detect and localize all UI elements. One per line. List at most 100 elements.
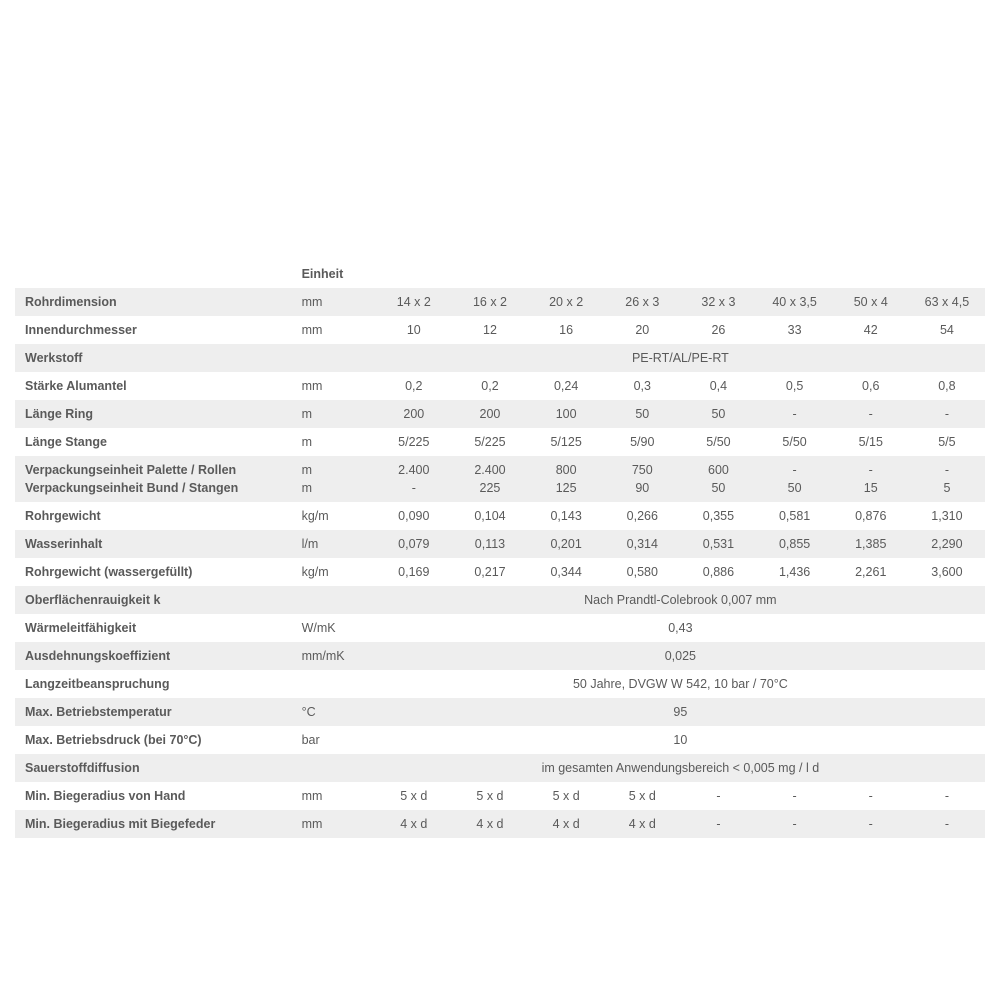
row-cell: 0,3 <box>604 372 680 400</box>
row-cell: - <box>909 456 985 479</box>
row-cell: 0,4 <box>680 372 756 400</box>
row-unit: m <box>296 428 376 456</box>
row-cell: 0,5 <box>757 372 833 400</box>
row-cell: 0,355 <box>680 502 756 530</box>
row-cell: 16 x 2 <box>452 288 528 316</box>
row-cell: 5 <box>909 479 985 502</box>
table-row: Stärke Alumantelmm0,20,20,240,30,40,50,6… <box>15 372 985 400</box>
row-cell: - <box>757 400 833 428</box>
row-cell: 26 x 3 <box>604 288 680 316</box>
row-unit: mm <box>296 810 376 838</box>
row-cell: 125 <box>528 479 604 502</box>
table-row: WärmeleitfähigkeitW/mK0,43 <box>15 614 985 642</box>
row-span-value: 50 Jahre, DVGW W 542, 10 bar / 70°C <box>376 670 985 698</box>
row-label: Wärmeleitfähigkeit <box>15 614 296 642</box>
row-label: Stärke Alumantel <box>15 372 296 400</box>
row-cell: 54 <box>909 316 985 344</box>
row-cell: - <box>680 810 756 838</box>
row-label: Min. Biegeradius mit Biegefeder <box>15 810 296 838</box>
row-cell: 0,314 <box>604 530 680 558</box>
row-unit: mm <box>296 782 376 810</box>
row-cell: 20 <box>604 316 680 344</box>
row-label: Rohrgewicht <box>15 502 296 530</box>
row-cell: 50 x 4 <box>833 288 909 316</box>
row-cell: 2,261 <box>833 558 909 586</box>
row-cell: 40 x 3,5 <box>757 288 833 316</box>
row-cell: 2.400 <box>376 456 452 479</box>
row-cell: 800 <box>528 456 604 479</box>
table-row: Verpackungseinheit Bund / Stangenm-22512… <box>15 479 985 502</box>
row-label: Werkstoff <box>15 344 296 372</box>
row-span-value: Nach Prandtl-Colebrook 0,007 mm <box>376 586 985 614</box>
row-label: Min. Biegeradius von Hand <box>15 782 296 810</box>
header-spacer <box>15 260 296 288</box>
row-cell: 50 <box>604 400 680 428</box>
row-cell: 0,143 <box>528 502 604 530</box>
row-cell: 5 x d <box>604 782 680 810</box>
row-label: Max. Betriebsdruck (bei 70°C) <box>15 726 296 754</box>
row-cell: - <box>376 479 452 502</box>
row-cell: - <box>757 810 833 838</box>
row-label: Innendurchmesser <box>15 316 296 344</box>
row-cell: 5/225 <box>452 428 528 456</box>
row-cell: 0,876 <box>833 502 909 530</box>
table-row: WerkstoffPE-RT/AL/PE-RT <box>15 344 985 372</box>
row-span-value: 0,43 <box>376 614 985 642</box>
row-cell: 3,600 <box>909 558 985 586</box>
row-label: Länge Ring <box>15 400 296 428</box>
row-cell: - <box>833 400 909 428</box>
row-cell: 4 x d <box>452 810 528 838</box>
row-unit: kg/m <box>296 558 376 586</box>
row-cell: 0,344 <box>528 558 604 586</box>
row-span-value: im gesamten Anwendungsbereich < 0,005 mg… <box>376 754 985 782</box>
row-cell: 0,855 <box>757 530 833 558</box>
row-cell: 5/50 <box>757 428 833 456</box>
table-row: Wasserinhaltl/m0,0790,1130,2010,3140,531… <box>15 530 985 558</box>
row-cell: - <box>909 782 985 810</box>
row-cell: 90 <box>604 479 680 502</box>
row-cell: 1,385 <box>833 530 909 558</box>
row-cell: 4 x d <box>528 810 604 838</box>
row-cell: 5/5 <box>909 428 985 456</box>
row-cell: 42 <box>833 316 909 344</box>
row-cell: 4 x d <box>604 810 680 838</box>
row-cell: - <box>909 810 985 838</box>
table-row: Min. Biegeradius mit Biegefedermm4 x d4 … <box>15 810 985 838</box>
table-row: Rohrdimensionmm14 x 216 x 220 x 226 x 33… <box>15 288 985 316</box>
row-cell: 0,090 <box>376 502 452 530</box>
row-cell: - <box>757 456 833 479</box>
row-cell: 14 x 2 <box>376 288 452 316</box>
header-unit-label: Einheit <box>296 260 376 288</box>
row-label: Rohrgewicht (wassergefüllt) <box>15 558 296 586</box>
row-cell: 0,079 <box>376 530 452 558</box>
row-cell: 0,6 <box>833 372 909 400</box>
row-unit: m <box>296 400 376 428</box>
row-cell: 225 <box>452 479 528 502</box>
row-cell: 5/225 <box>376 428 452 456</box>
row-unit: bar <box>296 726 376 754</box>
row-label: Ausdehnungskoeffizient <box>15 642 296 670</box>
table-row: Verpackungseinheit Palette / Rollenm2.40… <box>15 456 985 479</box>
row-cell: - <box>757 782 833 810</box>
row-cell: 1,310 <box>909 502 985 530</box>
table-row: Sauerstoffdiffusionim gesamten Anwendung… <box>15 754 985 782</box>
row-cell: 0,8 <box>909 372 985 400</box>
row-unit <box>296 586 376 614</box>
row-cell: 5/90 <box>604 428 680 456</box>
table-row: Rohrgewichtkg/m0,0900,1040,1430,2660,355… <box>15 502 985 530</box>
row-cell: 63 x 4,5 <box>909 288 985 316</box>
table-row: Länge Stangem5/2255/2255/1255/905/505/50… <box>15 428 985 456</box>
row-cell: 5/50 <box>680 428 756 456</box>
table-row: Langzeitbeanspruchung50 Jahre, DVGW W 54… <box>15 670 985 698</box>
row-unit <box>296 754 376 782</box>
table-row: Max. Betriebsdruck (bei 70°C)bar10 <box>15 726 985 754</box>
row-cell: 600 <box>680 456 756 479</box>
row-cell: 5/125 <box>528 428 604 456</box>
table-row: Oberflächenrauigkeit kNach Prandtl-Coleb… <box>15 586 985 614</box>
row-cell: 0,113 <box>452 530 528 558</box>
row-cell: 10 <box>376 316 452 344</box>
row-cell: 50 <box>680 400 756 428</box>
row-unit: m <box>296 479 376 502</box>
row-cell: 33 <box>757 316 833 344</box>
row-cell: - <box>833 782 909 810</box>
